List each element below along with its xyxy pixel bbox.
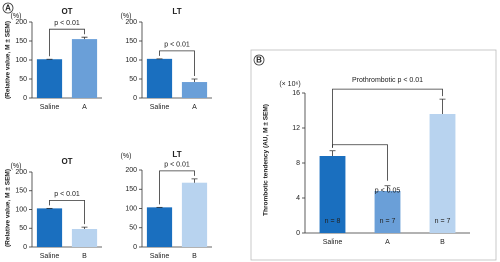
- error-bar: [81, 36, 88, 40]
- chart-title: LT: [172, 150, 181, 159]
- y-tick-label: 150: [15, 38, 27, 45]
- x-tick-label: B: [82, 253, 87, 260]
- bar: [429, 114, 456, 233]
- y-tick-label: 0: [133, 95, 137, 102]
- bar-label: n = 7: [380, 218, 396, 225]
- y-tick-label: 8: [296, 160, 300, 167]
- y-tick-label: 16: [292, 90, 300, 97]
- y-axis-label: Thrombotic tendency (AU, M ± SEM): [263, 104, 270, 216]
- bar: [181, 182, 208, 247]
- unit-label: (%): [121, 13, 132, 20]
- x-tick-label: A: [82, 104, 87, 111]
- x-tick-label: B: [440, 239, 445, 246]
- error-bar: [384, 185, 391, 191]
- bar-label: n = 8: [325, 218, 341, 225]
- bar: [146, 58, 173, 98]
- bracket: [49, 199, 85, 225]
- annotation: p < 0.01: [164, 162, 190, 169]
- panel-label: B: [256, 56, 262, 65]
- x-tick-label: Saline: [150, 104, 170, 111]
- y-tick-label: 4: [296, 195, 300, 202]
- y-tick-label: 12: [292, 125, 300, 132]
- annotation: p < 0.01: [164, 42, 190, 49]
- x-tick-label: Saline: [40, 253, 60, 260]
- y-tick-label: 100: [125, 57, 137, 64]
- annotation: p < 0.01: [54, 191, 80, 198]
- y-tick-label: 200: [125, 167, 137, 174]
- chart-title: OT: [61, 157, 72, 166]
- annotation: p < 0.01: [54, 20, 80, 27]
- error-bar: [439, 98, 446, 114]
- bar: [319, 156, 346, 233]
- y-tick-label: 50: [19, 76, 27, 83]
- bar: [146, 207, 173, 247]
- bar: [36, 208, 63, 247]
- y-tick-label: 200: [125, 19, 137, 26]
- y-tick-label: 100: [15, 206, 27, 213]
- bracket: [332, 88, 443, 148]
- y-tick-label: 50: [19, 225, 27, 232]
- unit-label: (%): [11, 13, 22, 20]
- y-axis-label: (Relative value, M ± SEM): [5, 169, 12, 247]
- x-tick-label: B: [192, 253, 197, 260]
- error-bar: [191, 178, 198, 183]
- x-tick-label: A: [192, 104, 197, 111]
- y-tick-label: 0: [296, 230, 300, 237]
- y-tick-label: 200: [15, 19, 27, 26]
- annotation: Prothrombotic p < 0.01: [352, 77, 423, 84]
- bar: [71, 229, 98, 247]
- chart-title: OT: [61, 7, 72, 16]
- y-tick-label: 150: [125, 186, 137, 193]
- y-tick-label: 200: [15, 169, 27, 176]
- chart-title: LT: [172, 7, 181, 16]
- y-tick-label: 50: [129, 225, 137, 232]
- y-axis-label: (Relative value, M ± SEM): [5, 21, 12, 99]
- x-tick-label: Saline: [150, 253, 170, 260]
- y-tick-label: 0: [23, 95, 27, 102]
- unit-label: (%): [121, 153, 132, 160]
- bracket: [159, 170, 195, 205]
- y-tick-label: 100: [125, 205, 137, 212]
- unit-label: (× 10⁶): [279, 81, 300, 88]
- y-tick-label: 50: [129, 76, 137, 83]
- x-tick-label: Saline: [323, 239, 343, 246]
- bar: [181, 82, 208, 98]
- bracket: [159, 50, 195, 76]
- unit-label: (%): [11, 163, 22, 170]
- bracket: [332, 144, 388, 181]
- bar: [374, 191, 401, 233]
- bar: [36, 59, 63, 98]
- panel-b-frame: [250, 49, 497, 261]
- y-tick-label: 100: [15, 57, 27, 64]
- error-bar: [191, 78, 198, 83]
- panel-label: A: [5, 4, 11, 13]
- bracket: [49, 28, 85, 57]
- error-bar: [81, 226, 88, 229]
- x-tick-label: Saline: [40, 104, 60, 111]
- x-tick-label: A: [385, 239, 390, 246]
- panel-badge: [2, 2, 14, 14]
- error-bar: [329, 150, 336, 156]
- y-tick-label: 0: [23, 244, 27, 251]
- y-tick-label: 0: [133, 244, 137, 251]
- panel-badge: [253, 54, 265, 66]
- y-tick-label: 150: [125, 38, 137, 45]
- bar-label: n = 7: [435, 218, 451, 225]
- y-tick-label: 150: [15, 188, 27, 195]
- bar: [71, 39, 98, 98]
- annotation: p < 0.05: [375, 188, 401, 195]
